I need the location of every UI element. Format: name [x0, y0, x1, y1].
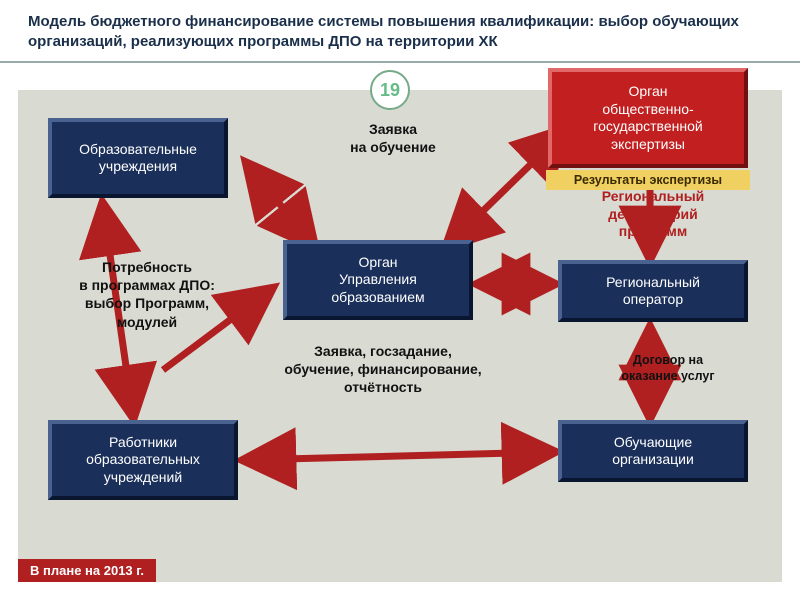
plan-footer: В плане на 2013 г.: [18, 559, 156, 582]
label-request: Заявка на обучение: [293, 120, 493, 156]
arrow-0: [248, 165, 313, 245]
box-mgmt: Орган Управления образованием: [283, 240, 473, 320]
page-title: Модель бюджетного финансирование системы…: [28, 12, 772, 53]
label-contract: Договор на оказание услуг: [578, 352, 758, 385]
yellow-strip: Результаты экспертизы: [546, 170, 750, 190]
box-expert: Орган общественно- государственной экспе…: [548, 68, 748, 168]
slide-number-badge: 19: [370, 70, 410, 110]
arrow-6: [246, 452, 552, 460]
box-operator: Региональный оператор: [558, 260, 748, 322]
box-workers: Работники образовательных учреждений: [48, 420, 238, 500]
depositary-text: Региональный депозитарий программ: [558, 188, 748, 241]
label-need: Потребность в программах ДПО: выбор Прог…: [42, 258, 252, 331]
diagram-stage: 19 Образовательные учрежденияОрган общес…: [18, 90, 782, 582]
title-container: Модель бюджетного финансирование системы…: [0, 0, 800, 63]
box-edu_inst: Образовательные учреждения: [48, 118, 228, 198]
box-train: Обучающие организации: [558, 420, 748, 482]
label-flow: Заявка, госзадание, обучение, финансиров…: [243, 342, 523, 397]
